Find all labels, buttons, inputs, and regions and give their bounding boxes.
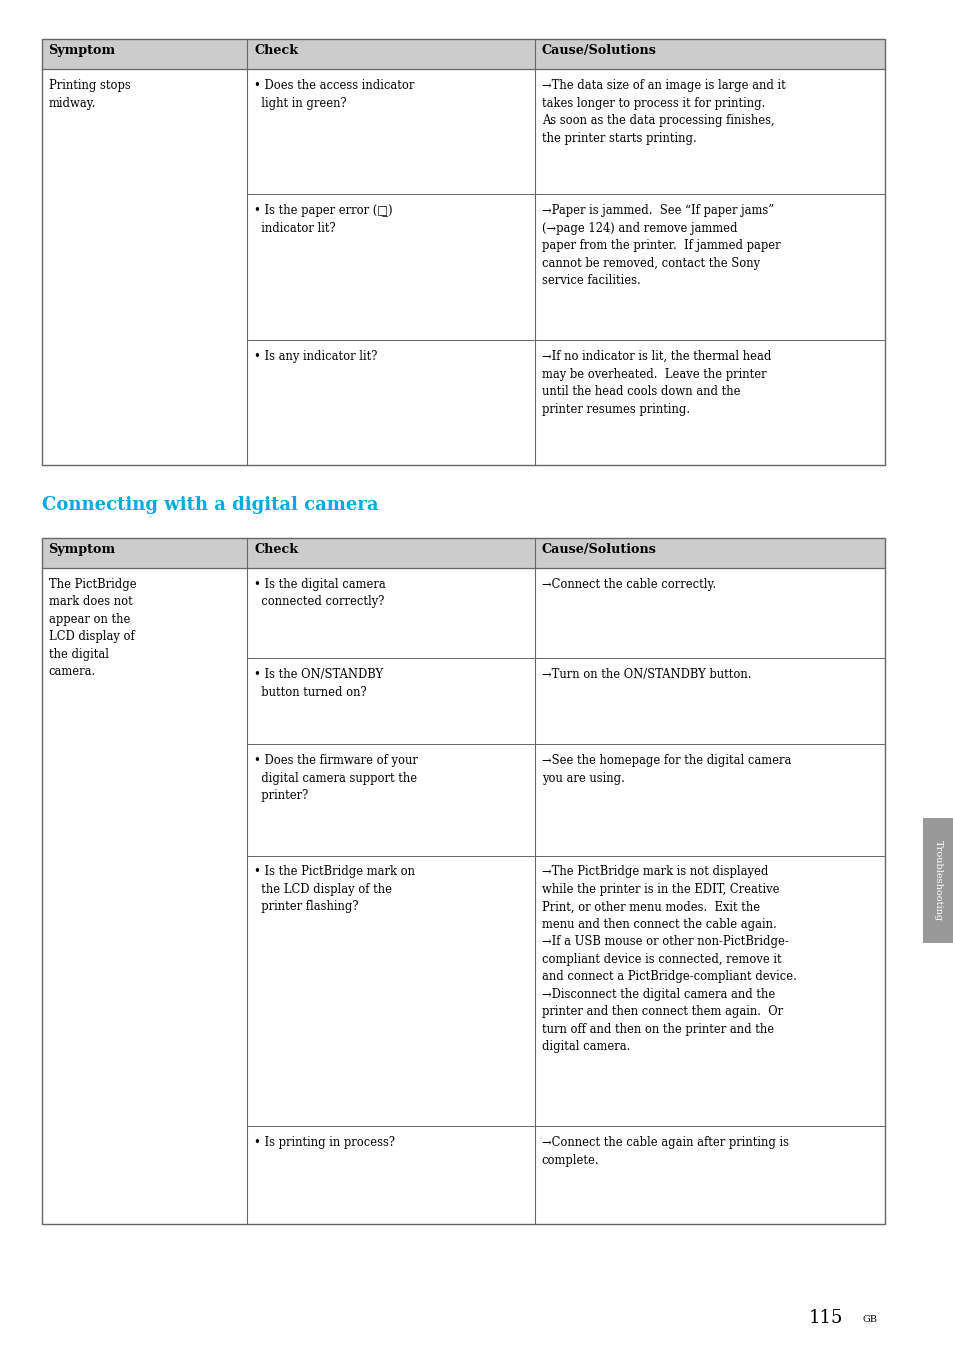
- Text: • Does the access indicator
  light in green?: • Does the access indicator light in gre…: [253, 80, 415, 110]
- Text: Cause/Solutions: Cause/Solutions: [541, 544, 656, 556]
- Text: Check: Check: [253, 45, 298, 57]
- Text: Connecting with a digital camera: Connecting with a digital camera: [42, 496, 377, 514]
- Text: Printing stops
midway.: Printing stops midway.: [49, 80, 131, 110]
- Text: →The data size of an image is large and it
takes longer to process it for printi: →The data size of an image is large and …: [541, 80, 784, 145]
- Text: →The PictBridge mark is not displayed
while the printer is in the EDIT, Creative: →The PictBridge mark is not displayed wh…: [541, 865, 796, 1053]
- Text: →If no indicator is lit, the thermal head
may be overheated.  Leave the printer
: →If no indicator is lit, the thermal hea…: [541, 350, 770, 415]
- Text: The PictBridge
mark does not
appear on the
LCD display of
the digital
camera.: The PictBridge mark does not appear on t…: [49, 577, 136, 679]
- Bar: [42, 39, 883, 69]
- Bar: [42, 538, 883, 1224]
- Text: Cause/Solutions: Cause/Solutions: [541, 45, 656, 57]
- Bar: [42, 538, 883, 568]
- Text: • Is any indicator lit?: • Is any indicator lit?: [253, 350, 377, 362]
- Text: • Is printing in process?: • Is printing in process?: [253, 1136, 395, 1149]
- Text: 115: 115: [807, 1309, 842, 1328]
- Bar: [42, 39, 883, 465]
- Text: Symptom: Symptom: [49, 45, 115, 57]
- Text: Troubleshooting: Troubleshooting: [933, 840, 943, 921]
- Text: • Is the PictBridge mark on
  the LCD display of the
  printer flashing?: • Is the PictBridge mark on the LCD disp…: [253, 865, 415, 914]
- Text: →See the homepage for the digital camera
you are using.: →See the homepage for the digital camera…: [541, 754, 790, 784]
- Text: • Is the paper error (□̲)
  indicator lit?: • Is the paper error (□̲) indicator lit?: [253, 204, 393, 235]
- Text: GB: GB: [862, 1315, 877, 1324]
- Bar: [923, 818, 953, 944]
- Text: • Does the firmware of your
  digital camera support the
  printer?: • Does the firmware of your digital came…: [253, 754, 417, 802]
- Text: →Turn on the ON/STANDBY button.: →Turn on the ON/STANDBY button.: [541, 668, 750, 681]
- Text: • Is the digital camera
  connected correctly?: • Is the digital camera connected correc…: [253, 577, 386, 608]
- Text: →Connect the cable again after printing is
complete.: →Connect the cable again after printing …: [541, 1136, 788, 1167]
- Text: Symptom: Symptom: [49, 544, 115, 556]
- Text: • Is the ON/STANDBY
  button turned on?: • Is the ON/STANDBY button turned on?: [253, 668, 383, 699]
- Text: Check: Check: [253, 544, 298, 556]
- Text: →Paper is jammed.  See “If paper jams”
(→page 124) and remove jammed
paper from : →Paper is jammed. See “If paper jams” (→…: [541, 204, 780, 287]
- Text: →Connect the cable correctly.: →Connect the cable correctly.: [541, 577, 715, 591]
